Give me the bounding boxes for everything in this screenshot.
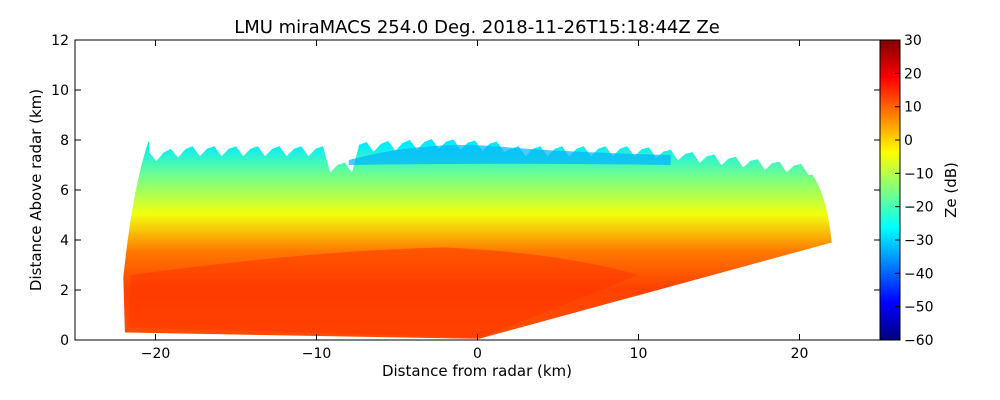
x-tick-label: 20	[791, 346, 809, 362]
colorbar-scale	[879, 39, 901, 341]
y-tick-label: 2	[60, 283, 69, 299]
colorbar-tick-label: −60	[904, 333, 934, 349]
y-axis-label: Distance Above radar (km)	[27, 89, 45, 291]
colorbar-tick-label: −10	[904, 166, 934, 182]
radar-echo-core	[128, 247, 639, 338]
y-tick-label: 12	[51, 33, 69, 49]
colorbar-tick-label: 10	[904, 100, 922, 116]
y-tick-label: 4	[60, 233, 69, 249]
colorbar-tick-label: 20	[904, 66, 922, 82]
y-tick-label: 0	[60, 333, 69, 349]
y-tick-label: 8	[60, 133, 69, 149]
x-tick-label: 10	[630, 346, 648, 362]
colorbar-tick-label: −40	[904, 266, 934, 282]
colorbar: −60 −50 −40 −30 −20 −10 0 10 20 30 Ze (dB)	[879, 33, 960, 349]
colorbar-ticks: −60 −50 −40 −30 −20 −10 0 10 20 30	[895, 33, 934, 349]
y-tick-label: 6	[60, 183, 69, 199]
colorbar-tick-label: 0	[904, 133, 913, 149]
colorbar-tick-label: −30	[904, 233, 934, 249]
x-tick-label: −10	[302, 346, 332, 362]
x-tick-label: −20	[141, 346, 171, 362]
x-axis: −20 −10 0 10 20	[141, 40, 809, 362]
colorbar-tick-label: −50	[904, 300, 934, 316]
y-tick-label: 10	[51, 83, 69, 99]
chart-title: LMU miraMACS 254.0 Deg. 2018-11-26T15:18…	[234, 17, 720, 38]
colorbar-tick-label: −20	[904, 200, 934, 216]
x-axis-label: Distance from radar (km)	[382, 362, 572, 380]
y-axis: 0 2 4 6 8 10 12	[51, 33, 880, 349]
colorbar-label: Ze (dB)	[942, 162, 960, 218]
x-tick-label: 0	[473, 346, 482, 362]
radar-echo-top-fringe	[348, 144, 671, 165]
plot-area	[123, 139, 832, 339]
colorbar-tick-label: 30	[904, 33, 922, 49]
